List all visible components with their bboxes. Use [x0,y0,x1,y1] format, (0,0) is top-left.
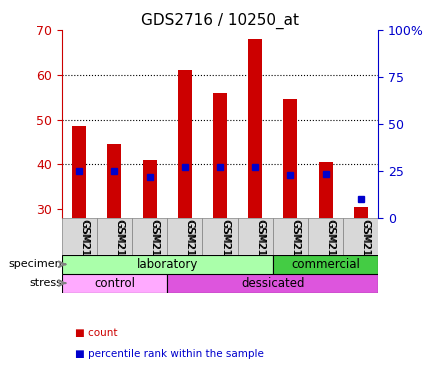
FancyBboxPatch shape [62,274,167,292]
Text: GSM21688: GSM21688 [185,220,195,277]
Text: GSM21704: GSM21704 [326,220,336,276]
Bar [107,144,121,218]
Text: GSM21703: GSM21703 [290,220,301,276]
Text: laboratory: laboratory [136,258,198,271]
Bar [319,162,333,218]
Text: GSM21684: GSM21684 [150,219,160,276]
Text: GSM21689: GSM21689 [220,219,230,276]
Text: GSM21705: GSM21705 [361,220,371,276]
Text: GSM21684: GSM21684 [150,220,160,277]
FancyBboxPatch shape [273,218,308,255]
Bar [248,39,262,218]
Bar [213,93,227,218]
Text: GSM21682: GSM21682 [79,220,89,277]
Text: GSM21690: GSM21690 [255,219,265,276]
Text: GSM21704: GSM21704 [326,219,336,276]
Text: GSM21683: GSM21683 [114,220,125,277]
Bar [143,160,157,218]
Text: ■ count: ■ count [75,328,117,338]
FancyBboxPatch shape [343,218,378,255]
Text: dessicated: dessicated [241,277,304,290]
Text: GSM21690: GSM21690 [255,220,265,276]
Text: GSM21688: GSM21688 [185,219,195,276]
FancyBboxPatch shape [132,218,167,255]
Bar [354,207,368,218]
FancyBboxPatch shape [167,218,202,255]
FancyBboxPatch shape [167,274,378,292]
Text: control: control [94,277,135,290]
Text: specimen: specimen [8,259,62,269]
Text: ■ percentile rank within the sample: ■ percentile rank within the sample [75,349,264,359]
Title: GDS2716 / 10250_at: GDS2716 / 10250_at [141,12,299,28]
Text: GSM21705: GSM21705 [361,219,371,276]
Text: GSM21683: GSM21683 [114,219,125,276]
Text: GSM21689: GSM21689 [220,220,230,277]
Bar [283,99,297,218]
FancyBboxPatch shape [273,255,378,274]
FancyBboxPatch shape [62,218,97,255]
FancyBboxPatch shape [202,218,238,255]
Bar [178,70,192,218]
Text: commercial: commercial [291,258,360,271]
FancyBboxPatch shape [62,255,273,274]
Text: GSM21703: GSM21703 [290,219,301,276]
FancyBboxPatch shape [308,218,343,255]
FancyBboxPatch shape [97,218,132,255]
Text: stress: stress [29,278,62,288]
FancyBboxPatch shape [238,218,273,255]
Text: GSM21682: GSM21682 [79,219,89,276]
Bar [72,126,86,218]
